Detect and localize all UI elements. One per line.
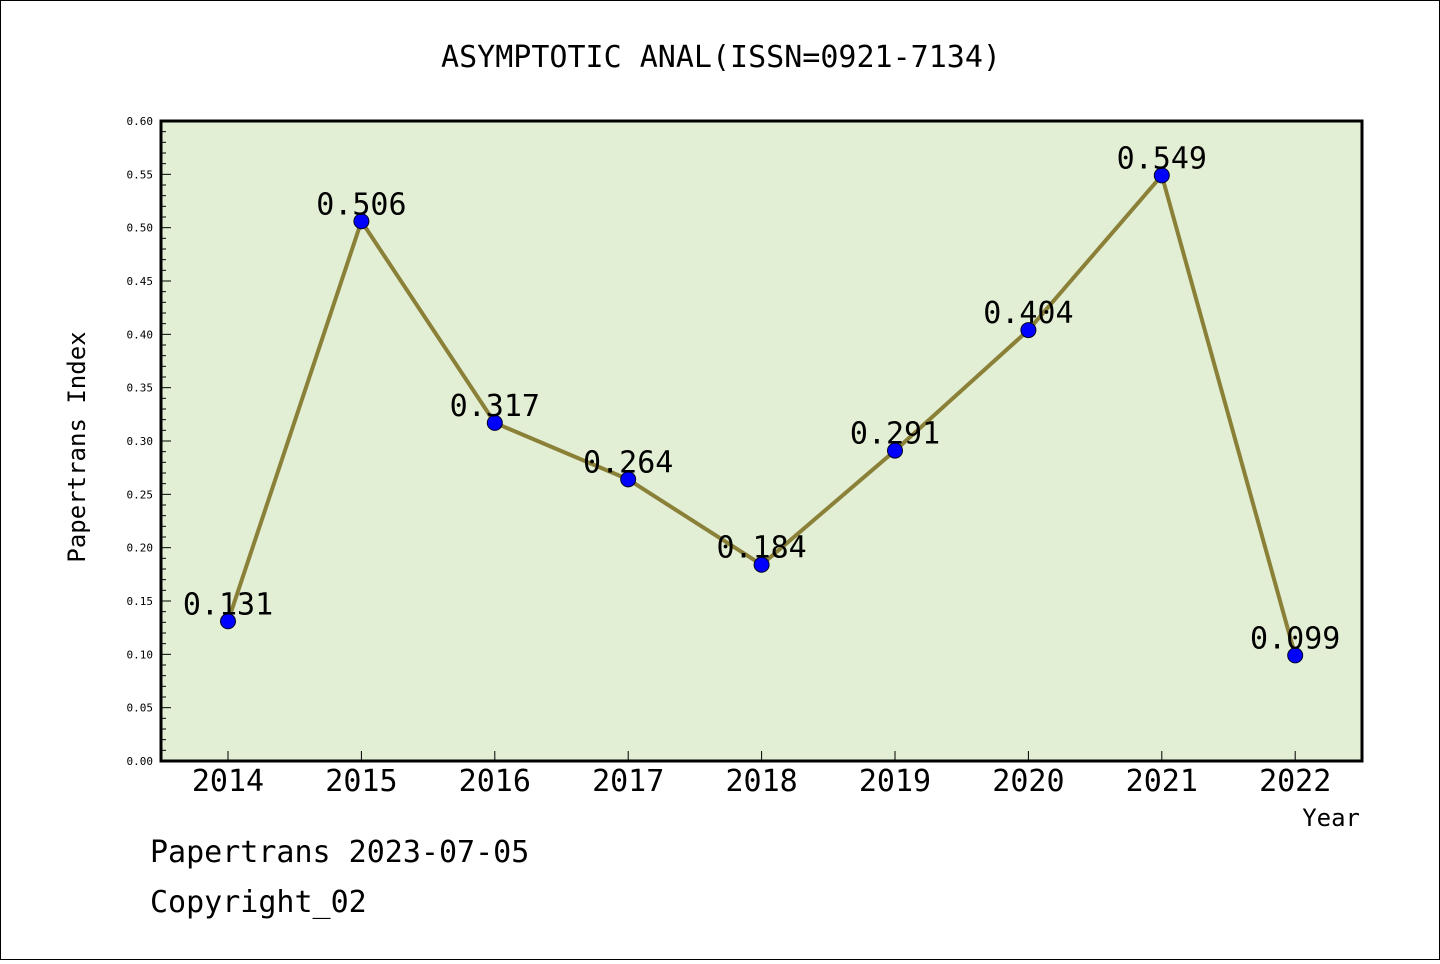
x-tick-label: 2015 — [325, 764, 397, 799]
x-tick-label: 2022 — [1259, 764, 1331, 799]
data-point — [887, 442, 903, 459]
x-tick-label: 2016 — [459, 764, 531, 799]
data-point — [353, 213, 370, 230]
y-tick-label: 0.60 — [127, 115, 154, 128]
data-label-group: 0.131 0.506 0.317 0.264 0.184 0.291 0.404 0.549… — [183, 141, 1341, 656]
data-label: 0.184 — [716, 531, 806, 566]
x-tick-label: 2017 — [592, 764, 664, 799]
data-point — [1153, 167, 1170, 184]
footer-copyright: Copyright_02 — [150, 885, 367, 920]
footer-date: Papertrans 2023-07-05 — [150, 835, 530, 870]
y-tick-label: 0.50 — [127, 222, 154, 235]
data-label: 0.291 — [850, 417, 940, 452]
chart-title: ASYMPTOTIC ANAL(ISSN=0921-7134) — [441, 40, 1001, 75]
data-label: 0.506 — [316, 187, 406, 222]
data-point — [486, 414, 503, 431]
y-tick-label: 0.00 — [127, 755, 154, 768]
y-tick-label: 0.45 — [127, 275, 154, 288]
y-tick-label: 0.35 — [127, 382, 154, 395]
y-axis: 0.00 0.05 0.10 0.15 0.20 0.25 0.30 0.35 0.40 0.45… — [127, 115, 171, 768]
y-tick-label: 0.15 — [127, 595, 154, 608]
data-label: 0.404 — [983, 296, 1073, 331]
x-tick-label: 2021 — [1126, 764, 1198, 799]
y-tick-label: 0.20 — [127, 542, 154, 555]
data-label: 0.317 — [450, 389, 540, 424]
y-axis-label: Papertrans Index — [63, 331, 91, 562]
y-tick-label: 0.30 — [127, 435, 154, 448]
x-axis-label: Year — [1302, 804, 1360, 832]
data-label: 0.099 — [1250, 621, 1340, 656]
x-tick-label: 2020 — [992, 764, 1064, 799]
x-tick-label: 2019 — [859, 764, 931, 799]
x-tick-label: 2018 — [725, 764, 797, 799]
x-axis: 2014 2015 2016 2017 2018 2019 2020 2021 2022 — [192, 751, 1331, 799]
series-line-group — [220, 167, 1304, 664]
y-tick-label: 0.55 — [127, 168, 154, 181]
data-label: 0.264 — [583, 445, 673, 480]
data-point — [1287, 647, 1304, 664]
y-tick-label: 0.25 — [127, 488, 154, 501]
data-point — [620, 471, 637, 488]
data-label: 0.549 — [1117, 141, 1207, 176]
data-point — [220, 613, 236, 630]
y-tick-label: 0.10 — [127, 648, 154, 661]
y-tick-label: 0.40 — [127, 328, 154, 341]
x-tick-label: 2014 — [192, 764, 264, 799]
data-point — [1020, 322, 1037, 339]
data-point — [753, 556, 770, 573]
y-tick-label: 0.05 — [127, 702, 154, 715]
data-label: 0.131 — [183, 587, 273, 622]
